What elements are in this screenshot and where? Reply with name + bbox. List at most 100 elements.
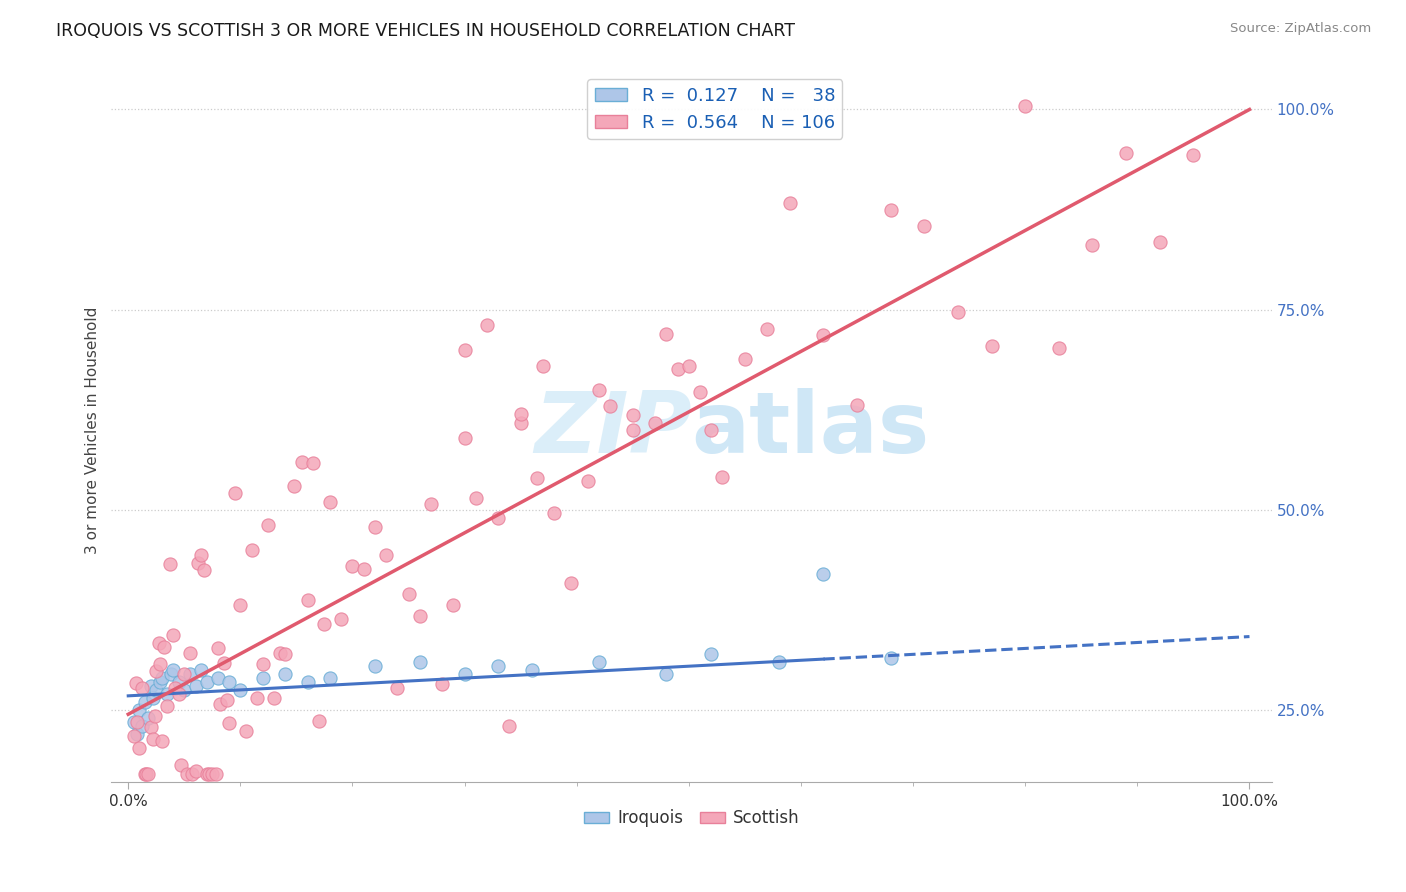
Point [409, 655, 432, 669]
Point [207, 671, 229, 685]
Point [302, 456, 325, 470]
Point [621, 408, 644, 422]
Point [218, 716, 240, 731]
Point [430, 677, 453, 691]
Point [756, 322, 779, 336]
Point [543, 506, 565, 520]
Point [308, 714, 330, 728]
Point [734, 351, 756, 366]
Point [441, 598, 464, 612]
Point [464, 491, 486, 506]
Point [134, 767, 156, 781]
Point [176, 767, 198, 781]
Point [167, 675, 190, 690]
Point [190, 663, 212, 677]
Point [224, 485, 246, 500]
Point [122, 715, 145, 730]
Point [184, 764, 207, 779]
Point [813, 328, 835, 343]
Point [173, 683, 195, 698]
Point [879, 651, 901, 665]
Point [139, 679, 162, 693]
Point [531, 359, 554, 373]
Point [576, 475, 599, 489]
Point [193, 563, 215, 577]
Point [218, 675, 240, 690]
Point [768, 655, 790, 669]
Point [912, 219, 935, 233]
Point [215, 693, 238, 707]
Point [173, 667, 195, 681]
Point [711, 470, 734, 484]
Point [644, 417, 666, 431]
Point [946, 305, 969, 319]
Point [283, 479, 305, 493]
Point [269, 646, 291, 660]
Point [252, 657, 274, 671]
Point [353, 562, 375, 576]
Text: atlas: atlas [692, 388, 929, 471]
Point [486, 659, 509, 673]
Point [159, 557, 181, 571]
Point [160, 667, 183, 681]
Point [364, 519, 387, 533]
Point [330, 612, 353, 626]
Point [195, 767, 218, 781]
Point [509, 407, 531, 421]
Point [209, 697, 232, 711]
Point [364, 659, 387, 673]
Point [207, 640, 229, 655]
Point [846, 398, 869, 412]
Point [1014, 99, 1036, 113]
Point [700, 647, 723, 661]
Point [375, 548, 398, 562]
Point [560, 575, 582, 590]
Point [145, 683, 167, 698]
Point [621, 423, 644, 437]
Point [131, 681, 153, 695]
Point [138, 711, 160, 725]
Point [127, 714, 149, 729]
Point [314, 616, 336, 631]
Point [779, 195, 801, 210]
Point [145, 664, 167, 678]
Point [201, 767, 224, 781]
Point [655, 326, 678, 341]
Point [678, 359, 700, 373]
Point [453, 343, 475, 357]
Point [212, 656, 235, 670]
Point [149, 657, 172, 672]
Point [127, 727, 149, 741]
Point [420, 497, 443, 511]
Point [187, 556, 209, 570]
Point [170, 757, 193, 772]
Legend: Iroquois, Scottish: Iroquois, Scottish [576, 803, 806, 834]
Point [526, 471, 548, 485]
Point [240, 543, 263, 558]
Point [398, 587, 420, 601]
Point [138, 767, 160, 781]
Point [1149, 235, 1171, 249]
Point [498, 719, 520, 733]
Point [128, 741, 150, 756]
Point [143, 708, 166, 723]
Point [181, 767, 204, 781]
Point [689, 385, 711, 400]
Point [291, 455, 314, 469]
Point [274, 648, 297, 662]
Point [409, 608, 432, 623]
Point [980, 339, 1002, 353]
Point [588, 655, 610, 669]
Point [204, 767, 226, 781]
Point [179, 646, 201, 660]
Point [1081, 237, 1104, 252]
Point [131, 719, 153, 733]
Point [297, 593, 319, 607]
Point [153, 640, 176, 654]
Point [190, 548, 212, 562]
Point [319, 495, 342, 509]
Point [588, 383, 610, 397]
Point [229, 683, 252, 698]
Text: ZIP: ZIP [534, 388, 692, 471]
Point [195, 675, 218, 690]
